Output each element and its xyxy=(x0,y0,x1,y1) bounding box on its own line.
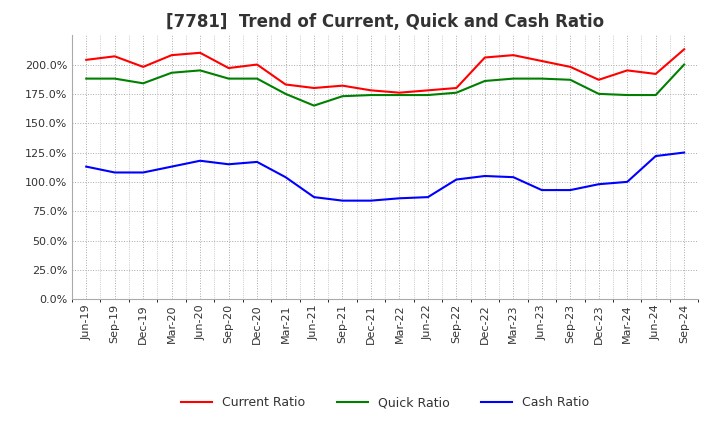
Current Ratio xyxy=(310,85,318,91)
Current Ratio xyxy=(595,77,603,82)
Quick Ratio xyxy=(366,92,375,98)
Current Ratio xyxy=(282,82,290,87)
Cash Ratio xyxy=(680,150,688,155)
Current Ratio xyxy=(167,52,176,58)
Current Ratio xyxy=(509,52,518,58)
Cash Ratio xyxy=(167,164,176,169)
Quick Ratio xyxy=(282,91,290,96)
Current Ratio xyxy=(110,54,119,59)
Cash Ratio xyxy=(82,164,91,169)
Quick Ratio xyxy=(167,70,176,75)
Cash Ratio xyxy=(225,161,233,167)
Quick Ratio xyxy=(566,77,575,82)
Quick Ratio xyxy=(680,62,688,67)
Cash Ratio xyxy=(253,159,261,165)
Current Ratio xyxy=(338,83,347,88)
Current Ratio xyxy=(623,68,631,73)
Current Ratio xyxy=(566,64,575,70)
Cash Ratio xyxy=(139,170,148,175)
Cash Ratio xyxy=(537,187,546,193)
Cash Ratio xyxy=(310,194,318,200)
Current Ratio xyxy=(652,71,660,77)
Cash Ratio xyxy=(338,198,347,203)
Quick Ratio xyxy=(225,76,233,81)
Cash Ratio xyxy=(480,173,489,179)
Quick Ratio xyxy=(595,91,603,96)
Current Ratio xyxy=(196,50,204,55)
Cash Ratio xyxy=(282,175,290,180)
Current Ratio xyxy=(452,85,461,91)
Quick Ratio xyxy=(338,94,347,99)
Legend: Current Ratio, Quick Ratio, Cash Ratio: Current Ratio, Quick Ratio, Cash Ratio xyxy=(176,392,594,414)
Quick Ratio xyxy=(623,92,631,98)
Current Ratio xyxy=(423,88,432,93)
Quick Ratio xyxy=(537,76,546,81)
Line: Current Ratio: Current Ratio xyxy=(86,49,684,93)
Quick Ratio xyxy=(452,90,461,95)
Quick Ratio xyxy=(652,92,660,98)
Quick Ratio xyxy=(139,81,148,86)
Quick Ratio xyxy=(253,76,261,81)
Title: [7781]  Trend of Current, Quick and Cash Ratio: [7781] Trend of Current, Quick and Cash … xyxy=(166,13,604,31)
Current Ratio xyxy=(537,59,546,64)
Line: Cash Ratio: Cash Ratio xyxy=(86,153,684,201)
Cash Ratio xyxy=(452,177,461,182)
Current Ratio xyxy=(82,57,91,62)
Quick Ratio xyxy=(110,76,119,81)
Cash Ratio xyxy=(566,187,575,193)
Current Ratio xyxy=(680,47,688,52)
Quick Ratio xyxy=(423,92,432,98)
Current Ratio xyxy=(139,64,148,70)
Quick Ratio xyxy=(196,68,204,73)
Current Ratio xyxy=(253,62,261,67)
Cash Ratio xyxy=(509,175,518,180)
Quick Ratio xyxy=(480,78,489,84)
Cash Ratio xyxy=(395,196,404,201)
Quick Ratio xyxy=(509,76,518,81)
Cash Ratio xyxy=(623,179,631,184)
Quick Ratio xyxy=(395,92,404,98)
Current Ratio xyxy=(225,66,233,71)
Current Ratio xyxy=(480,55,489,60)
Cash Ratio xyxy=(423,194,432,200)
Cash Ratio xyxy=(110,170,119,175)
Current Ratio xyxy=(366,88,375,93)
Cash Ratio xyxy=(196,158,204,163)
Cash Ratio xyxy=(595,182,603,187)
Current Ratio xyxy=(395,90,404,95)
Cash Ratio xyxy=(366,198,375,203)
Quick Ratio xyxy=(310,103,318,108)
Cash Ratio xyxy=(652,154,660,159)
Quick Ratio xyxy=(82,76,91,81)
Line: Quick Ratio: Quick Ratio xyxy=(86,65,684,106)
